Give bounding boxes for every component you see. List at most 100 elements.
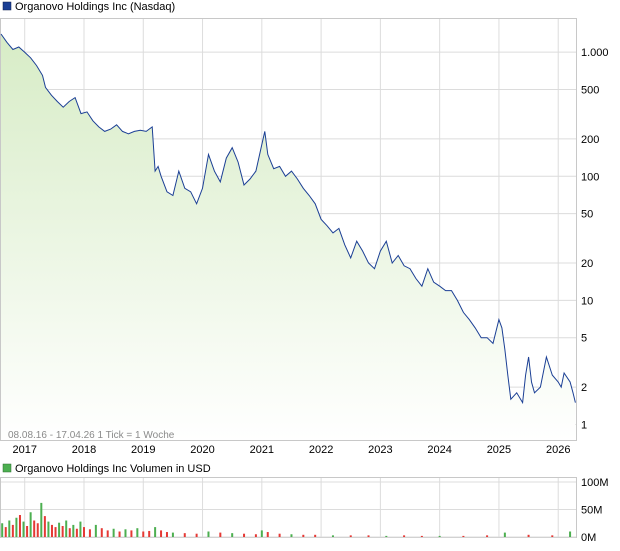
x-tick-label: 2019 [131,444,155,456]
volume-bar [65,520,68,537]
volume-bar [527,534,530,537]
price-chart-title: Organovo Holdings Inc (Nasdaq) [15,1,175,13]
volume-bar [551,535,554,537]
volume-bar [18,515,21,537]
price-y-tick-label: 100 [581,171,599,183]
volume-bar [47,521,50,537]
x-tick-label: 2024 [427,444,451,456]
volume-bar [106,530,109,537]
volume-bar [278,533,281,537]
price-y-tick-label: 50 [581,209,593,221]
volume-bar [22,521,25,537]
price-y-tick-label: 5 [581,333,587,345]
volume-bar [403,535,406,537]
volume-bar [94,524,97,537]
volume-bar [15,517,18,537]
volume-bar [148,530,151,537]
volume-bar [88,529,91,537]
volume-bar [331,535,334,537]
volume-bar [50,524,53,537]
price-y-tick-label: 1 [581,419,587,431]
volume-bar [254,534,257,537]
volume-bar [260,530,263,537]
x-tick-label: 2022 [309,444,333,456]
volume-y-tick-label: 100M [581,477,609,489]
x-tick-label: 2020 [190,444,214,456]
volume-bar [171,532,174,537]
x-tick-label: 2026 [546,444,570,456]
volume-bar [367,535,370,537]
volume-bar [142,531,145,537]
volume-bar [40,502,43,537]
volume-bar [82,527,85,537]
volume-chart-title: Organovo Holdings Inc Volumen in USD [15,463,211,475]
volume-bar [68,528,71,537]
price-y-tick-label: 200 [581,134,599,146]
volume-bar [195,533,198,537]
price-line [0,33,576,405]
volume-bar [54,527,57,537]
x-tick-label: 2025 [487,444,511,456]
volume-bar [118,531,121,537]
volume-bar [112,528,115,537]
volume-bar [130,530,133,537]
x-tick-label: 2018 [72,444,96,456]
volume-bar [100,528,103,537]
volume-y-tick-label: 50M [581,505,602,517]
volume-y-tick-label: 0M [581,532,596,544]
x-tick-label: 2023 [368,444,392,456]
volume-bar [462,535,465,537]
volume-bar [11,524,14,537]
volume-bar [4,527,7,537]
volume-bar [154,527,157,537]
price-y-axis: 1 2 5 10 20 50 100 200 500 1.000 [581,47,609,431]
volume-bar [165,532,168,537]
volume-bar [219,532,222,537]
volume-bar [72,524,75,537]
volume-bar [160,530,163,537]
volume-plot-frame [0,477,577,538]
volume-bar [302,534,305,537]
volume-bar [243,533,246,537]
volume-y-axis: 0M 50M 100M [581,477,609,544]
volume-bar [136,528,139,537]
volume-bar [61,526,64,537]
volume-bar [1,523,4,537]
volume-legend-swatch [2,463,12,473]
volume-bar [503,532,506,537]
volume-bar [183,533,186,537]
volume-bar [75,528,78,537]
volume-bar [207,531,210,537]
volume-bar [79,521,82,537]
volume-bar [486,535,489,537]
price-x-axis: 2017 2018 2019 2020 2021 2022 2023 2024 2025 2026 [12,444,570,456]
volume-bar [314,534,317,537]
price-y-tick-label: 20 [581,258,593,270]
x-tick-label: 2021 [250,444,274,456]
volume-bar [349,535,352,537]
price-legend-swatch [2,1,12,11]
volume-bar [231,533,234,537]
volume-bar [29,512,32,537]
volume-bar [58,522,61,537]
price-y-tick-label: 500 [581,85,599,97]
volume-bar [8,520,11,537]
price-y-tick-label: 1.000 [581,47,609,59]
volume-bar [26,526,29,537]
price-y-tick-label: 10 [581,295,593,307]
price-area-fill [1,34,576,440]
volume-bar [385,535,388,537]
volume-bar [438,535,441,537]
volume-bar [290,534,293,537]
date-range-annotation: 08.08.16 - 17.04.26 1 Tick = 1 Woche [8,430,175,441]
volume-bar [420,535,423,537]
volume-bar [36,523,39,537]
volume-bar [33,520,36,537]
volume-bar [124,529,127,537]
price-y-tick-label: 2 [581,382,587,394]
volume-bars [1,502,572,537]
volume-bar [266,532,269,537]
x-tick-label: 2017 [12,444,36,456]
